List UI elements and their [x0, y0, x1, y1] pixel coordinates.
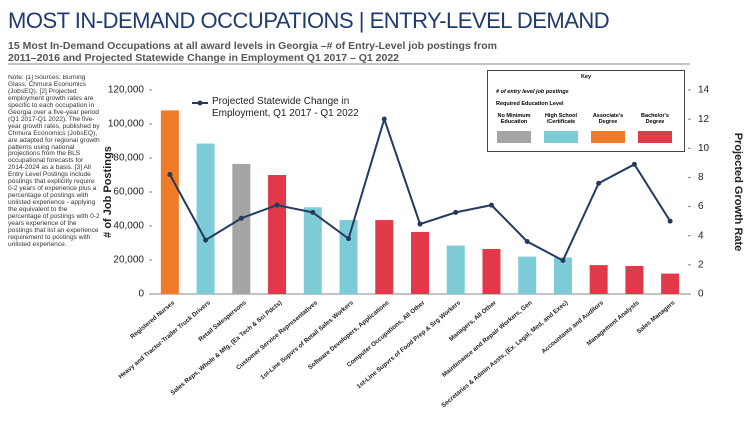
- key-swatch: [591, 131, 625, 143]
- y2-tick-label: 4: [698, 230, 704, 241]
- key-label: Associate's Degree: [592, 113, 624, 125]
- line-point: [238, 215, 244, 221]
- bar: [196, 143, 215, 294]
- y2-tick-label: 10: [698, 143, 710, 154]
- bar: [411, 231, 429, 294]
- y-tick-label: 120,000: [108, 85, 145, 96]
- y-tick-label: 20,000: [113, 255, 144, 266]
- line-point: [560, 257, 566, 263]
- line-point: [167, 172, 173, 178]
- title: MOST IN-DEMAND OCCUPATIONS | ENTRY-LEVEL…: [8, 8, 610, 33]
- key-series: # of entry level job postings: [496, 89, 569, 95]
- line-point: [667, 218, 673, 224]
- bar: [625, 265, 644, 294]
- y2-tick-label: 0: [698, 289, 704, 300]
- line-point: [203, 237, 209, 243]
- y-tick-label: 80,000: [113, 153, 144, 164]
- bar: [589, 265, 608, 294]
- y2-tick-label: 14: [698, 85, 710, 96]
- key-swatch: [497, 131, 531, 143]
- bar: [446, 245, 465, 294]
- y-tick-label: 100,000: [108, 119, 145, 130]
- line-point: [453, 209, 459, 215]
- bar: [160, 110, 179, 295]
- bar: [303, 207, 322, 294]
- y-tick-label: 40,000: [113, 221, 144, 232]
- y2-tick-label: 2: [698, 259, 704, 270]
- line-point: [417, 221, 423, 227]
- line-point: [310, 209, 316, 215]
- y-tick-label: 0: [138, 289, 144, 300]
- legend-entry: Projected Statewide Change in Employment…: [212, 96, 359, 119]
- y2-tick-label: 6: [698, 201, 704, 212]
- key-title: Key: [580, 74, 592, 80]
- subtitle: 15 Most In-Demand Occupations at all awa…: [8, 40, 497, 64]
- bar: [661, 273, 680, 294]
- bar: [268, 175, 287, 294]
- x-tick-label: Sales Managers: [636, 299, 677, 335]
- line-legend-marker: [197, 100, 203, 106]
- bar: [482, 248, 501, 294]
- line-point: [631, 161, 637, 167]
- x-tick-label: Accountants and Auditors: [540, 299, 605, 355]
- bar: [375, 220, 394, 294]
- bar: [232, 163, 251, 294]
- y-axis-label: # of Job Postings: [102, 146, 114, 238]
- bar: [518, 256, 537, 294]
- line-point: [596, 180, 602, 186]
- key: Key # of entry level job postings Requir…: [487, 70, 685, 152]
- y2-tick-label: 8: [698, 172, 704, 183]
- y2-axis-label: Projected Growth Rate: [732, 133, 744, 252]
- line-point: [346, 236, 352, 242]
- key-label: Bachelor's Degree: [641, 113, 669, 125]
- line-point: [524, 239, 530, 245]
- key-swatch: [638, 131, 672, 143]
- y2-tick-label: 12: [698, 114, 710, 125]
- y-tick-label: 60,000: [113, 187, 144, 198]
- key-label: No Minimum Education: [497, 113, 531, 125]
- x-tick-label: Secretaries & Admin Assts, (Ex. Legal, M…: [440, 299, 569, 409]
- note: Note: [1] Sources: Burning Glass; Chmura…: [8, 75, 100, 248]
- line-point: [381, 116, 387, 122]
- line-point: [488, 202, 494, 208]
- bar: [339, 220, 358, 294]
- bar: [553, 257, 572, 294]
- line-point: [274, 202, 280, 208]
- key-swatch: [544, 131, 578, 143]
- key-label: High School /Certificate: [544, 113, 578, 125]
- key-subtitle: Required Education Level: [496, 101, 564, 107]
